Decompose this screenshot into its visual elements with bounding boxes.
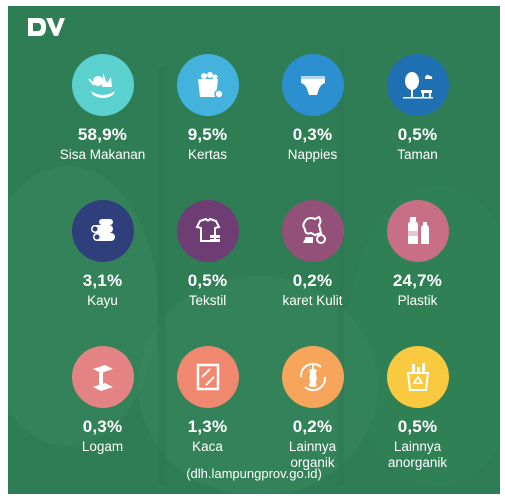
category-label: Sisa Makanan [59, 147, 146, 162]
source-credit: (dlh.lampungprov.go.id) [186, 466, 322, 481]
percent-value: 0,5% [187, 271, 228, 290]
percent-value: 0,3% [82, 417, 123, 436]
item-karet-kulit: 0,2% karet Kulit [260, 200, 365, 346]
percent-value: 0,2% [292, 417, 333, 436]
percent-value: 58,9% [77, 125, 128, 144]
item-sisa-makanan: 58,9% Sisa Makanan [50, 54, 155, 200]
infographic-card: 58,9% Sisa Makanan 9,5% Kertas 0,3% Napp… [8, 6, 500, 494]
category-label: Tekstil [188, 293, 227, 308]
metal-icon [71, 346, 134, 408]
category-label: Kayu [87, 293, 118, 308]
brand-logo [28, 18, 65, 36]
percent-value: 24,7% [392, 271, 443, 290]
percent-value: 0,5% [397, 417, 438, 436]
percent-value: 0,2% [292, 271, 333, 290]
category-label: Taman [397, 147, 438, 162]
percent-value: 9,5% [187, 125, 228, 144]
diaper-icon [281, 54, 344, 116]
item-lainnya-anorganik: 0,5% Lainnya anorganik [365, 346, 470, 494]
category-label: Lainnya anorganik [387, 439, 448, 470]
percent-value: 1,3% [187, 417, 228, 436]
glass-icon [176, 346, 239, 408]
percent-value: 3,1% [82, 271, 123, 290]
item-nappies: 0,3% Nappies [260, 54, 365, 200]
category-label: karet Kulit [282, 293, 343, 308]
percent-value: 0,5% [397, 125, 438, 144]
item-taman: 0,5% Taman [365, 54, 470, 200]
organic-other-icon [281, 346, 344, 408]
category-label: Plastik [397, 293, 438, 308]
textile-icon [176, 200, 239, 262]
item-lainnya-organik: 0,2% Lainnya organik [260, 346, 365, 494]
category-label: Lainnya organik [288, 439, 337, 470]
category-label: Nappies [287, 147, 338, 162]
food-waste-icon [71, 54, 134, 116]
category-label: Kaca [192, 439, 223, 454]
item-tekstil: 0,5% Tekstil [155, 200, 260, 346]
paper-icon [176, 54, 239, 116]
waste-composition-grid: 58,9% Sisa Makanan 9,5% Kertas 0,3% Napp… [50, 54, 470, 494]
item-plastik: 24,7% Plastik [365, 200, 470, 346]
category-label: Logam [81, 439, 124, 454]
item-logam: 0,3% Logam [50, 346, 155, 494]
item-kertas: 9,5% Kertas [155, 54, 260, 200]
rubber-leather-icon [281, 200, 344, 262]
plastic-bottle-icon [386, 200, 449, 262]
percent-value: 0,3% [292, 125, 333, 144]
item-kayu: 3,1% Kayu [50, 200, 155, 346]
category-label: Kertas [187, 147, 228, 162]
inorganic-other-icon [386, 346, 449, 408]
item-kaca: 1,3% Kaca [155, 346, 260, 494]
wood-icon [71, 200, 134, 262]
garden-icon [386, 54, 449, 116]
